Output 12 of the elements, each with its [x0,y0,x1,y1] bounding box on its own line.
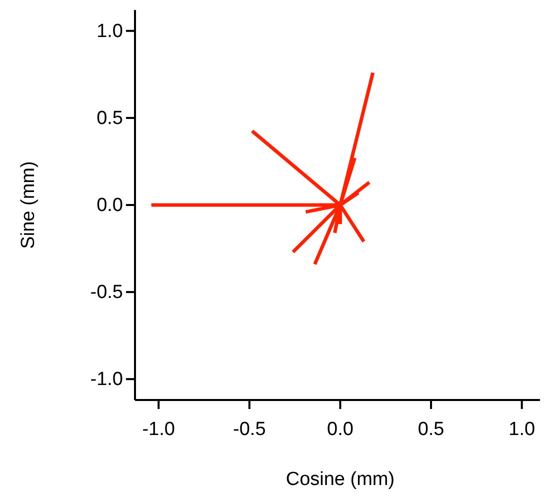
y-tick-label: 0.0 [96,195,123,216]
x-tick-label: 0.5 [418,418,444,440]
y-tick-label: -0.5 [90,282,123,304]
y-axis-title: Sine (mm) [18,161,39,249]
y-tick-label: -1.0 [90,369,123,390]
y-tick-label: 1.0 [96,20,123,42]
y-tick-label: 0.5 [96,108,123,130]
x-tick-label: 1.0 [508,418,536,440]
x-tick-label: 0.0 [327,418,354,440]
x-axis-title: Cosine (mm) [286,469,395,490]
x-tick-label: -0.5 [233,418,266,440]
x-tick-label: -1.0 [142,418,175,440]
